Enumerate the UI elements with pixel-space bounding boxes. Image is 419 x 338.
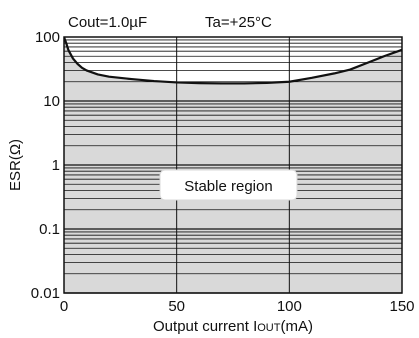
x-axis-tick-labels: 0 50 100 150 — [60, 298, 415, 315]
x-tick-label: 50 — [168, 298, 185, 315]
stable-region-label-box: Stable region — [159, 169, 298, 201]
y-tick-label: 1 — [52, 157, 60, 174]
plot-area — [63, 36, 403, 294]
x-axis-label-unit: (mA) — [280, 318, 313, 335]
x-tick-label: 100 — [277, 298, 302, 315]
y-axis-tick-labels: 0.01 0.1 1 10 100 — [31, 29, 60, 302]
x-axis-label: Output current IOUT(mA) — [153, 318, 313, 335]
y-tick-label: 0.1 — [39, 221, 60, 238]
x-axis-label-subscript: OUT — [257, 322, 281, 334]
x-tick-label: 150 — [389, 298, 414, 315]
stability-boundary-curve — [64, 37, 402, 85]
x-axis-label-main: Output current I — [153, 318, 257, 335]
y-tick-label: 100 — [35, 29, 60, 46]
y-tick-label: 0.01 — [31, 285, 60, 302]
y-tick-label: 10 — [43, 93, 60, 110]
header-temperature: Ta=+25°C — [205, 14, 272, 31]
stable-region-label: Stable region — [184, 178, 272, 195]
plot-frame — [63, 36, 403, 294]
header-cout: Cout=1.0µF — [68, 14, 147, 31]
x-tick-label: 0 — [60, 298, 68, 315]
y-axis-label: ESR(Ω) — [7, 139, 24, 191]
